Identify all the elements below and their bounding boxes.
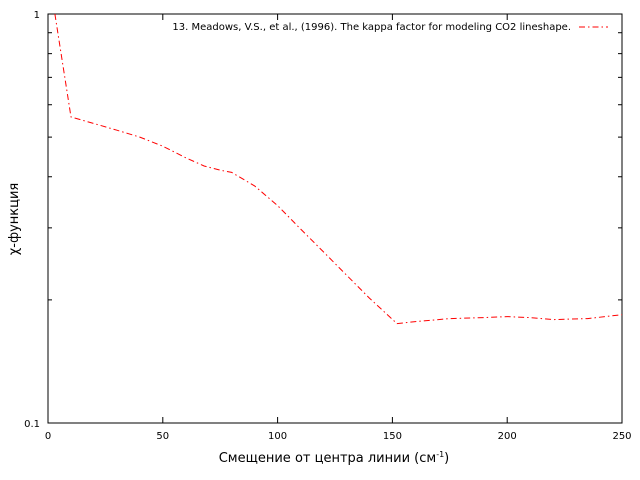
x-axis-title: Смещение от центра линии (см-1) (219, 450, 450, 466)
x-tick-label: 150 (383, 431, 402, 442)
x-tick-label: 250 (612, 431, 631, 442)
y-tick-label: 0.1 (24, 419, 40, 430)
series-line (54, 13, 623, 325)
legend: 13. Meadows, V.S., et al., (1996). The k… (172, 22, 608, 33)
y-tick-label: 1 (34, 10, 40, 21)
plot-border (47, 13, 623, 424)
plot-frame (47, 13, 623, 424)
x-tick-label: 50 (156, 431, 169, 442)
y-axis: 0.11 (24, 10, 622, 430)
x-tick-label: 100 (268, 431, 287, 442)
y-axis-title: χ-функция (7, 183, 22, 255)
x-axis: 0 50 100 150 200 250 (45, 14, 632, 442)
series-layer (54, 13, 623, 325)
legend-label: 13. Meadows, V.S., et al., (1996). The k… (172, 22, 571, 33)
x-tick-label: 0 (45, 431, 51, 442)
x-tick-label: 200 (498, 431, 517, 442)
